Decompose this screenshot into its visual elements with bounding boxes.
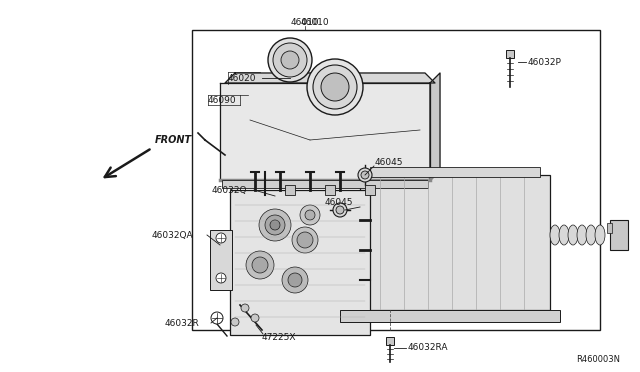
Text: 46090: 46090 <box>208 96 237 105</box>
Circle shape <box>211 312 223 324</box>
Circle shape <box>282 267 308 293</box>
Bar <box>222 180 428 188</box>
Circle shape <box>288 273 302 287</box>
Ellipse shape <box>586 225 596 245</box>
Circle shape <box>265 215 285 235</box>
Circle shape <box>321 73 349 101</box>
Bar <box>386 337 394 345</box>
Polygon shape <box>225 73 435 83</box>
Text: 46032QA: 46032QA <box>152 231 194 240</box>
Text: 46032R: 46032R <box>165 318 200 327</box>
Polygon shape <box>220 83 430 180</box>
Text: R460003N: R460003N <box>576 356 620 365</box>
Text: 47225X: 47225X <box>262 334 296 343</box>
Text: 46032RA: 46032RA <box>408 343 449 353</box>
Text: 46032P: 46032P <box>528 58 562 67</box>
Circle shape <box>336 206 344 214</box>
Circle shape <box>241 304 249 312</box>
Ellipse shape <box>577 225 587 245</box>
Circle shape <box>333 203 347 217</box>
Circle shape <box>270 220 280 230</box>
Circle shape <box>297 232 313 248</box>
Text: 46032Q: 46032Q <box>212 186 248 195</box>
Bar <box>230 190 370 335</box>
Bar <box>210 230 232 290</box>
Circle shape <box>259 209 291 241</box>
Bar <box>285 185 295 195</box>
Ellipse shape <box>559 225 569 245</box>
Circle shape <box>251 314 259 322</box>
Circle shape <box>231 318 239 326</box>
Circle shape <box>216 273 226 283</box>
Bar <box>365 185 375 195</box>
Circle shape <box>246 251 274 279</box>
Bar <box>360 175 550 310</box>
Circle shape <box>313 65 357 109</box>
Bar <box>325 185 335 195</box>
Bar <box>192 30 600 330</box>
Text: 46020: 46020 <box>228 74 257 83</box>
Bar <box>607 223 612 233</box>
Bar <box>506 50 514 58</box>
Circle shape <box>358 168 372 182</box>
Text: FRONT: FRONT <box>155 135 192 145</box>
Ellipse shape <box>550 225 560 245</box>
Circle shape <box>216 233 226 243</box>
Ellipse shape <box>568 225 578 245</box>
Bar <box>340 310 560 322</box>
Circle shape <box>292 227 318 253</box>
Polygon shape <box>430 73 440 180</box>
Circle shape <box>268 38 312 82</box>
Circle shape <box>300 205 320 225</box>
Text: 46045: 46045 <box>325 198 353 206</box>
Text: 46010: 46010 <box>301 17 330 26</box>
Circle shape <box>252 257 268 273</box>
Circle shape <box>307 59 363 115</box>
Text: 46045: 46045 <box>375 157 403 167</box>
Bar <box>370 167 540 177</box>
Circle shape <box>281 51 299 69</box>
Bar <box>610 220 628 250</box>
Circle shape <box>305 210 315 220</box>
Circle shape <box>361 171 369 179</box>
Text: 46010: 46010 <box>291 17 319 26</box>
Ellipse shape <box>595 225 605 245</box>
Circle shape <box>273 43 307 77</box>
